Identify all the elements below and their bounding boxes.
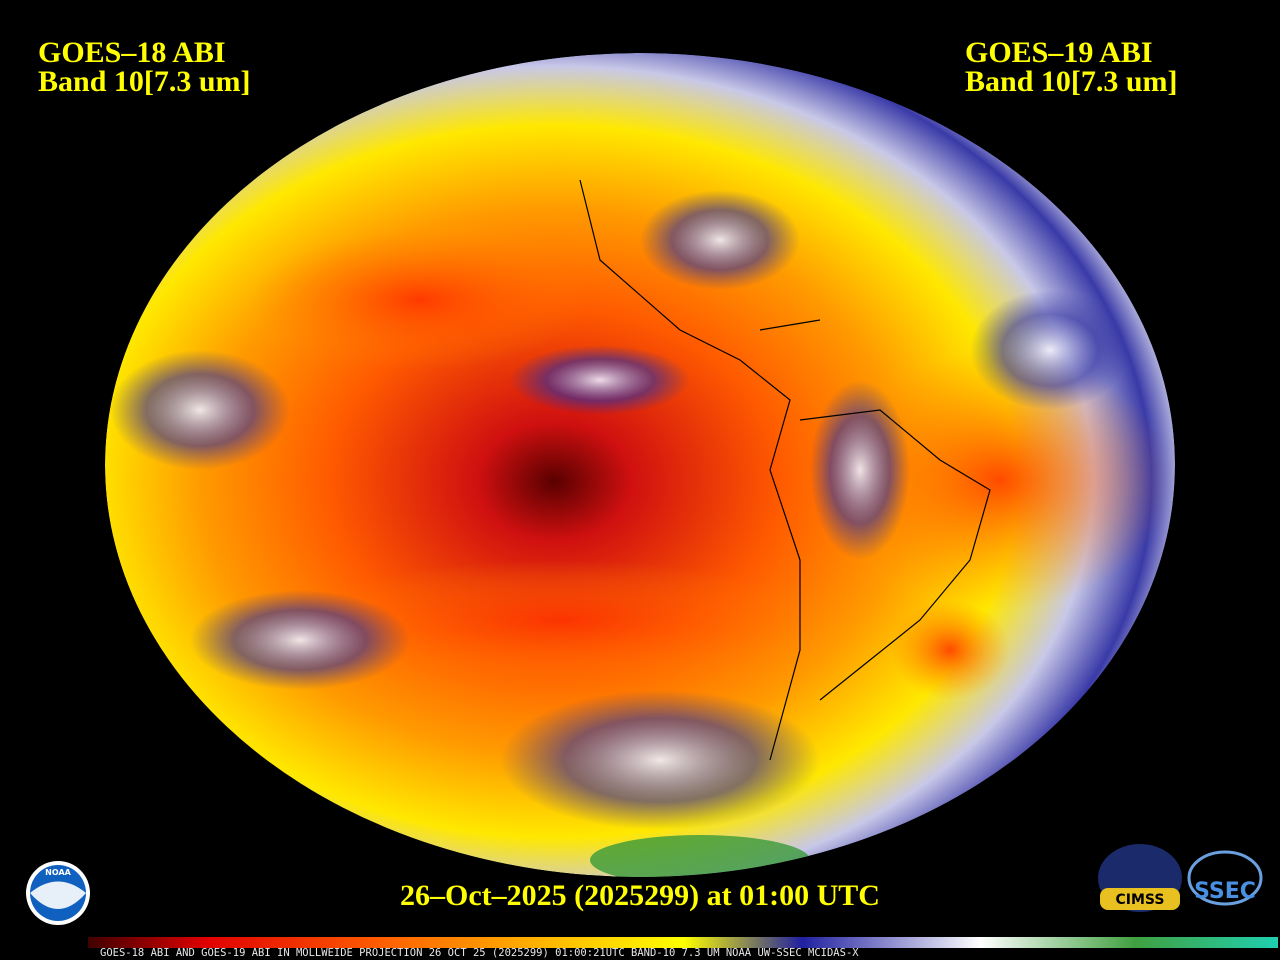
cimss-logo: CIMSS — [1098, 844, 1182, 912]
right-band: Band 10[7.3 um] — [965, 65, 1178, 98]
timestamp: 26–Oct–2025 (2025299) at 01:00 UTC — [400, 879, 880, 912]
cimss-text: CIMSS — [1116, 892, 1165, 908]
colorbar — [88, 937, 1278, 948]
left-satellite: GOES–18 ABI — [38, 36, 226, 69]
ssec-logo: SSEC — [1187, 850, 1263, 906]
ssec-text: SSEC — [1194, 879, 1256, 904]
earth-disk — [105, 53, 1175, 877]
right-satellite: GOES–19 ABI — [965, 36, 1153, 69]
colorbar-caption: GOES-18 ABI AND GOES-19 ABI IN MOLLWEIDE… — [100, 947, 859, 959]
noaa-logo: NOAA — [26, 861, 90, 925]
left-band: Band 10[7.3 um] — [38, 65, 251, 98]
noaa-text: NOAA — [45, 868, 71, 877]
